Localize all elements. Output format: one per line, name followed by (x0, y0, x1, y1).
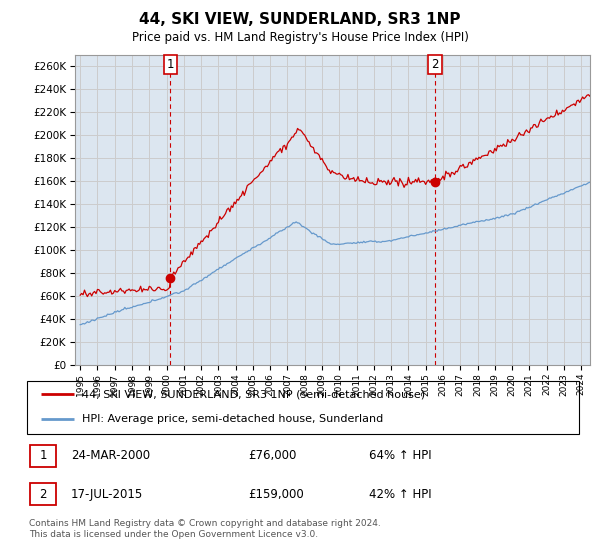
Text: Price paid vs. HM Land Registry's House Price Index (HPI): Price paid vs. HM Land Registry's House … (131, 31, 469, 44)
Text: £76,000: £76,000 (248, 449, 296, 462)
Text: HPI: Average price, semi-detached house, Sunderland: HPI: Average price, semi-detached house,… (82, 414, 383, 424)
Text: 1: 1 (167, 58, 174, 71)
Text: 42% ↑ HPI: 42% ↑ HPI (369, 488, 432, 501)
Text: 24-MAR-2000: 24-MAR-2000 (71, 449, 150, 462)
Text: 17-JUL-2015: 17-JUL-2015 (71, 488, 143, 501)
Text: £159,000: £159,000 (248, 488, 304, 501)
Bar (30, 445, 56, 466)
Bar (30, 483, 56, 505)
Text: 1: 1 (39, 449, 47, 462)
Text: Contains HM Land Registry data © Crown copyright and database right 2024.
This d: Contains HM Land Registry data © Crown c… (29, 519, 380, 539)
Text: 64% ↑ HPI: 64% ↑ HPI (369, 449, 432, 462)
Text: 44, SKI VIEW, SUNDERLAND, SR3 1NP (semi-detached house): 44, SKI VIEW, SUNDERLAND, SR3 1NP (semi-… (82, 389, 425, 399)
Text: 2: 2 (39, 488, 47, 501)
Text: 44, SKI VIEW, SUNDERLAND, SR3 1NP: 44, SKI VIEW, SUNDERLAND, SR3 1NP (139, 12, 461, 27)
Text: 2: 2 (431, 58, 439, 71)
